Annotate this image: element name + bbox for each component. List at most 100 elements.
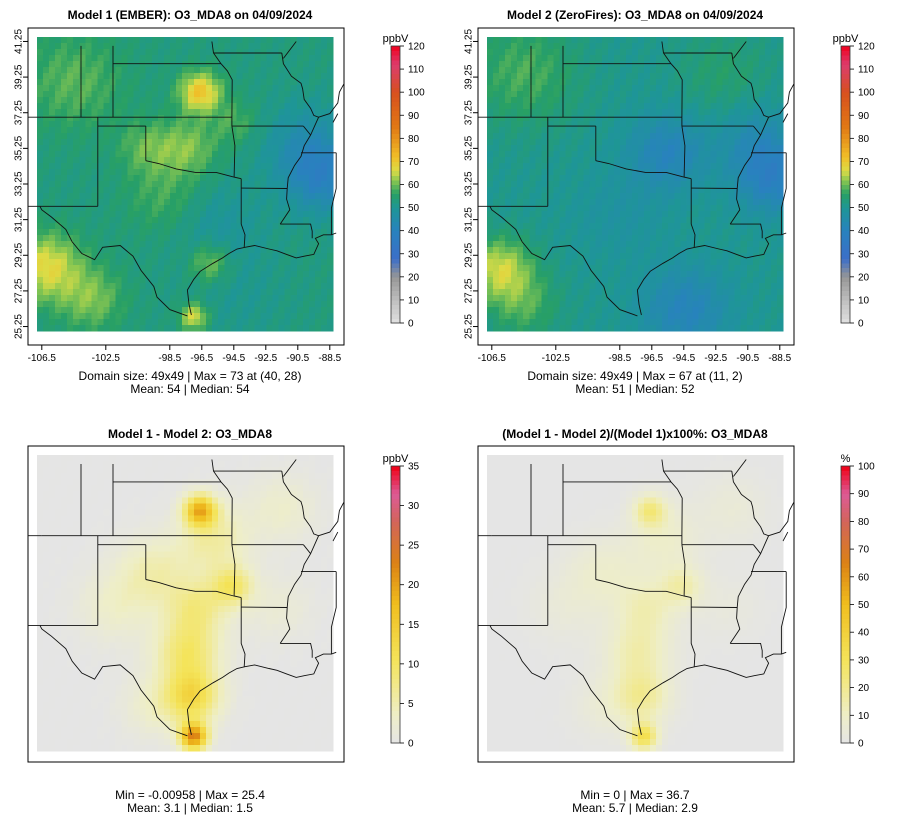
heatmap-cell <box>188 97 195 104</box>
heatmap-cell <box>613 235 621 242</box>
heatmap-cell <box>704 187 711 194</box>
heatmap-cell <box>103 55 110 62</box>
heatmap-cell <box>254 109 261 116</box>
heatmap-cell <box>680 85 687 92</box>
heatmap-cell <box>770 157 778 164</box>
heatmap-cell <box>79 229 86 236</box>
heatmap-cell <box>752 103 760 110</box>
heatmap-cell <box>49 301 56 308</box>
heatmap-cell <box>716 235 723 242</box>
heatmap-cell <box>565 211 572 218</box>
heatmap-cell <box>103 91 110 98</box>
colorbar-tick-label: 50 <box>408 203 420 214</box>
heatmap-cell <box>260 145 267 152</box>
heatmap-cell <box>212 235 219 242</box>
heatmap-cell <box>115 127 122 134</box>
heatmap-cell <box>67 97 74 104</box>
heatmap-cell <box>254 103 261 110</box>
heatmap-cell <box>103 79 110 86</box>
heatmap-cell <box>728 37 736 44</box>
heatmap-cell <box>188 235 195 242</box>
heatmap-cell <box>151 43 159 50</box>
heatmap-cell <box>37 169 44 176</box>
heatmap-cell <box>212 109 219 116</box>
heatmap-cell <box>734 85 742 92</box>
heatmap-cell <box>230 259 237 266</box>
heatmap-cell <box>535 223 542 230</box>
heatmap-cell <box>656 145 663 152</box>
heatmap-cell <box>55 61 62 68</box>
heatmap-cell <box>511 313 518 320</box>
heatmap-cell <box>151 79 159 86</box>
heatmap-cell <box>85 109 92 116</box>
heatmap-cell <box>230 193 237 200</box>
heatmap-cell <box>109 277 116 284</box>
heatmap-cell <box>674 55 681 62</box>
x-tick-label: -94.5 <box>222 353 245 364</box>
heatmap-cell <box>710 61 717 68</box>
heatmap-cell <box>200 307 207 314</box>
heatmap-cell <box>698 97 705 104</box>
heatmap-cell <box>740 67 748 74</box>
heatmap-cell <box>37 55 44 62</box>
heatmap-cell <box>493 163 500 170</box>
heatmap-cell <box>37 229 44 236</box>
heatmap-cell <box>61 187 68 194</box>
heatmap-cell <box>67 217 74 224</box>
heatmap-cell <box>145 217 153 224</box>
heatmap-cell <box>656 283 663 290</box>
heatmap-cell <box>97 127 104 134</box>
heatmap-cell <box>644 271 651 278</box>
heatmap-cell <box>296 259 304 266</box>
y-tick-label: 25.25 <box>14 314 25 339</box>
heatmap-cell <box>37 115 44 122</box>
heatmap-cell <box>625 61 633 68</box>
heatmap-cell <box>583 265 591 272</box>
heatmap-cell <box>224 247 231 254</box>
heatmap-cell <box>133 79 141 86</box>
heatmap-cell <box>559 223 566 230</box>
heatmap-cell <box>716 301 723 308</box>
heatmap-cell <box>547 259 554 266</box>
heatmap-cell <box>686 91 693 98</box>
heatmap-cell <box>644 49 651 56</box>
heatmap-cell <box>722 79 730 86</box>
heatmap-cell <box>151 145 159 152</box>
heatmap-cell <box>224 295 231 302</box>
heatmap-cell <box>218 259 225 266</box>
heatmap-cell <box>619 277 627 284</box>
heatmap-cell <box>487 139 494 146</box>
heatmap-cell <box>710 157 717 164</box>
heatmap-cell <box>746 307 754 314</box>
heatmap-cell <box>734 109 742 116</box>
heatmap-cell <box>236 181 243 188</box>
heatmap-cell <box>499 211 506 218</box>
heatmap-cell <box>224 79 231 86</box>
heatmap-cell <box>242 55 249 62</box>
heatmap-cell <box>163 319 171 326</box>
heatmap-cell <box>698 313 705 320</box>
heatmap-cell <box>601 97 609 104</box>
heatmap-cell <box>752 325 760 332</box>
heatmap-cell <box>595 241 603 248</box>
heatmap-cell <box>529 319 536 326</box>
heatmap-cell <box>139 175 147 182</box>
colorbar-swatch <box>391 207 400 213</box>
heatmap-cell <box>493 199 500 206</box>
heatmap-cell <box>49 181 56 188</box>
heatmap-cell <box>577 277 585 284</box>
heatmap-cell <box>571 169 579 176</box>
heatmap-cell <box>511 67 518 74</box>
heatmap-cell <box>73 241 80 248</box>
heatmap-cell <box>314 109 322 116</box>
heatmap-cell <box>716 217 723 224</box>
heatmap-cell <box>668 163 675 170</box>
heatmap-cell <box>236 205 243 212</box>
heatmap-cell <box>644 241 651 248</box>
heatmap-cell <box>571 235 579 242</box>
heatmap-cell <box>188 103 195 110</box>
heatmap-cell <box>559 157 566 164</box>
heatmap-cell <box>487 187 494 194</box>
heatmap-cell <box>181 91 189 98</box>
heatmap-cell <box>595 259 603 266</box>
